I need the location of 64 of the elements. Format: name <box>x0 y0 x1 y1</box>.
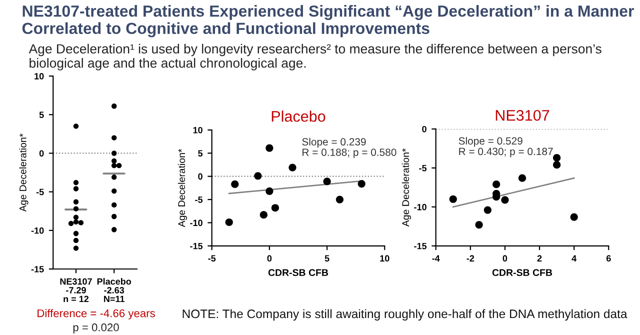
y-tick-label: -5 <box>419 165 427 172</box>
x-tick-label: -2 <box>466 255 474 262</box>
point <box>266 144 274 152</box>
annotation: Slope = 0.529 <box>458 136 522 147</box>
x-tick-label: 2 <box>537 255 542 262</box>
y-axis-title: Age Deceleration* <box>402 148 411 227</box>
point <box>336 196 344 204</box>
text: Age Deceleration¹ is used by longevity researchers² to measure the difference between a person’s biological age and the actual chronological age. <box>28 44 602 70</box>
y-axis-title: Age Deceleration* <box>178 148 187 228</box>
point <box>254 172 262 180</box>
point <box>492 180 500 188</box>
point <box>323 178 331 186</box>
y-tick-label: -10 <box>31 227 44 234</box>
point <box>484 206 492 214</box>
y-tick-label: -10 <box>190 220 202 226</box>
chart-title: NE3107 <box>496 110 550 121</box>
x-tick-label: 5 <box>324 255 330 262</box>
x-tick-label: -5 <box>208 255 216 262</box>
point <box>225 218 233 226</box>
text: NOTE: The Company is still awaiting roughly one-half of the DNA methylation data <box>182 309 628 321</box>
annotation: R = 0.430; p = 0.187 <box>459 148 553 158</box>
y-tick-label: 0 <box>198 173 202 180</box>
y-tick-label: -15 <box>31 266 44 272</box>
chart-title: Placebo <box>272 110 326 122</box>
x-axis-title: CDR-SB CFB <box>268 269 328 276</box>
point <box>260 211 268 219</box>
x-tick-label: 0 <box>267 255 272 262</box>
y-tick-label: -15 <box>190 242 203 250</box>
y-tick-label: 0 <box>39 150 44 157</box>
text: p = 0.020 <box>73 323 119 334</box>
y-tick-label: -15 <box>414 242 427 250</box>
y-tick-label: -10 <box>414 204 426 210</box>
text: NE3107-treated Patients Experienced Significant “Age Deceleration” in a Manner Correlated to Cognitive and Functional Improvements <box>22 5 634 38</box>
point <box>501 196 509 204</box>
x-tick-label: NE3107 -7.29 n = 12 <box>60 278 92 302</box>
point <box>475 221 483 229</box>
x-tick-label: 6 <box>606 255 611 262</box>
point <box>570 213 578 221</box>
x-axis-title: CDR-SB CFB <box>492 269 552 276</box>
y-tick-label: 10 <box>193 126 202 134</box>
x-tick-label: -4 <box>432 255 440 262</box>
point <box>552 154 561 162</box>
y-tick-label: -5 <box>36 188 44 196</box>
point <box>449 195 457 203</box>
x-tick-label: 10 <box>380 255 390 262</box>
x-tick-label: 4 <box>572 255 577 262</box>
y-tick-label: 5 <box>198 150 203 157</box>
point <box>266 187 274 195</box>
x-tick-label: Placebo -2.63 N=11 <box>97 278 132 302</box>
annotation: Slope = 0.239 <box>302 138 366 148</box>
point <box>552 161 561 169</box>
point <box>358 180 366 188</box>
y-axis-title: Age Deceleration* <box>19 133 28 212</box>
y-tick-label: 5 <box>39 112 44 118</box>
point <box>518 174 526 182</box>
point <box>288 164 296 172</box>
y-tick-label: 0 <box>422 126 426 132</box>
y-tick-label: 10 <box>34 73 44 80</box>
annotation: R = 0.188; p = 0.580 <box>302 148 396 158</box>
x-tick-label: 0 <box>502 255 508 262</box>
y-tick-label: -5 <box>195 196 203 203</box>
point <box>271 204 280 212</box>
text: Difference = -4.66 years <box>38 309 155 320</box>
point <box>231 180 239 188</box>
